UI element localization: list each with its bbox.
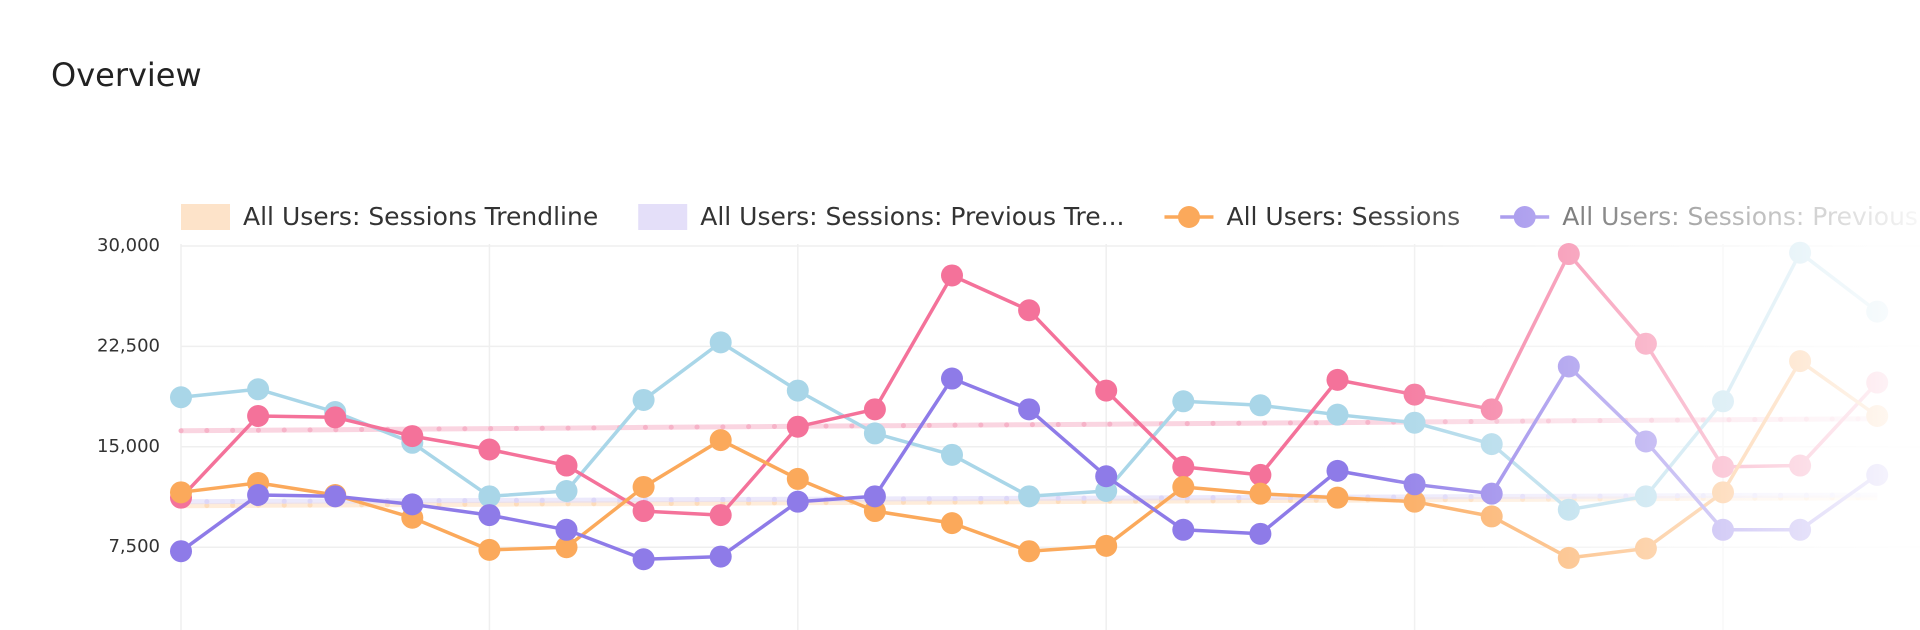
data-point [786,490,809,513]
trendline-dots [178,416,1880,434]
data-point [401,425,424,448]
trendline-dots [178,495,1880,509]
data-point [863,398,886,421]
data-point [941,512,963,535]
data-point [247,483,270,506]
data-point [170,540,192,563]
data-point [478,504,501,527]
data-point [478,538,501,561]
data-point [324,485,347,508]
data-point [555,479,578,502]
data-point [632,475,655,498]
data-point [1249,522,1272,545]
data-point [1249,482,1272,505]
data-point [863,485,886,508]
data-point [786,415,809,438]
data-point [709,331,732,354]
legend-swatch [181,204,230,230]
data-point [709,545,732,568]
y-tick-label: 15,000 [97,436,160,457]
data-point [170,481,192,504]
trendline-dots [178,492,1880,505]
data-point [941,367,963,390]
data-point [1172,475,1195,498]
data-point [863,422,886,445]
y-tick-label: 22,500 [97,335,160,356]
data-point [941,264,963,287]
data-point [1018,485,1041,508]
data-point [1095,534,1118,557]
legend-label: All Users: Sessions Trendline [243,202,598,231]
fade-overlay [1350,190,1920,630]
legend-swatch [638,204,688,230]
data-point [1018,540,1041,563]
data-point [1095,379,1118,402]
data-point [786,379,809,402]
y-tick-label: 7,500 [108,536,160,557]
data-point [478,485,501,508]
data-point [1326,459,1349,482]
data-point [1018,398,1041,421]
legend-label: All Users: Sessions: Previous Tre... [700,202,1124,231]
data-point [632,548,655,571]
data-point [555,536,578,559]
data-point [632,500,655,523]
data-point [1172,455,1195,478]
data-point [941,443,963,466]
page-title: Overview [51,56,202,94]
data-point [324,406,347,429]
data-point [709,504,732,527]
data-point [1326,368,1349,391]
data-point [1326,486,1349,509]
data-point [478,438,501,461]
data-point [247,378,270,401]
data-point [1018,299,1041,322]
data-point [786,467,809,490]
data-point [1249,394,1272,417]
legend-dot [1177,206,1200,228]
data-point [555,454,578,477]
data-point [247,405,270,428]
data-point [1095,465,1118,488]
data-point [555,518,578,541]
y-tick-label: 30,000 [97,235,160,256]
data-point [709,429,732,452]
data-point [401,493,424,516]
data-point [1172,518,1195,541]
data-point [170,386,192,409]
data-point [1172,390,1195,413]
data-point [1326,403,1349,426]
data-point [1249,463,1272,486]
data-point [632,388,655,411]
